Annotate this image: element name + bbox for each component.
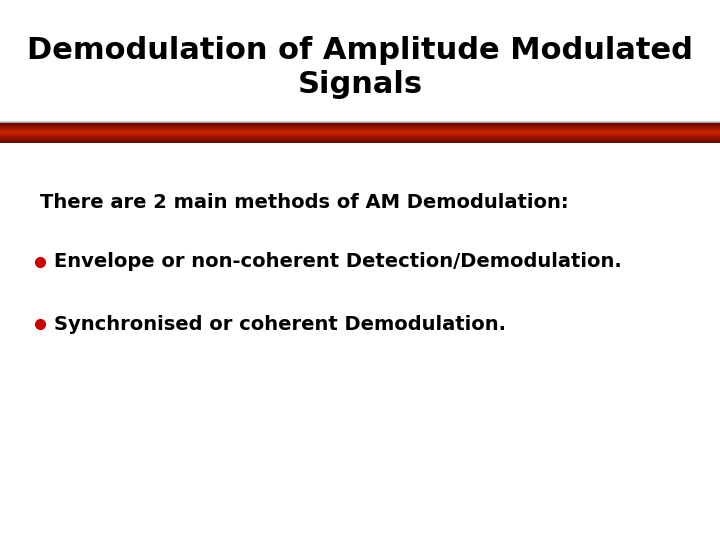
Bar (0, 121, 720, 122)
Bar (0, 122, 720, 123)
Text: There are 2 main methods of AM Demodulation:: There are 2 main methods of AM Demodulat… (40, 193, 568, 212)
Bar (0, 121, 720, 122)
Bar (0, 121, 720, 122)
Bar (0, 122, 720, 123)
Bar (0, 121, 720, 122)
Bar (0, 121, 720, 122)
Bar (0, 121, 720, 122)
Text: Synchronised or coherent Demodulation.: Synchronised or coherent Demodulation. (54, 314, 506, 334)
Bar (0, 121, 720, 122)
Bar (0, 120, 720, 122)
Bar (0, 121, 720, 122)
Bar (0, 122, 720, 123)
Bar (0, 121, 720, 122)
Bar (0, 121, 720, 122)
Bar (0, 121, 720, 122)
Bar (0, 121, 720, 122)
Bar (0, 121, 720, 122)
Bar (0, 120, 720, 122)
Bar (0, 122, 720, 123)
Bar (0, 122, 720, 123)
Text: Envelope or non-coherent Detection/Demodulation.: Envelope or non-coherent Detection/Demod… (54, 252, 622, 272)
Bar (0, 122, 720, 123)
Bar (0, 121, 720, 122)
Bar (0, 121, 720, 122)
Bar (0, 121, 720, 122)
Bar (0, 122, 720, 123)
Bar (0, 122, 720, 123)
Bar (0, 122, 720, 123)
Bar (0, 121, 720, 122)
Text: Demodulation of Amplitude Modulated
Signals: Demodulation of Amplitude Modulated Sign… (27, 36, 693, 99)
